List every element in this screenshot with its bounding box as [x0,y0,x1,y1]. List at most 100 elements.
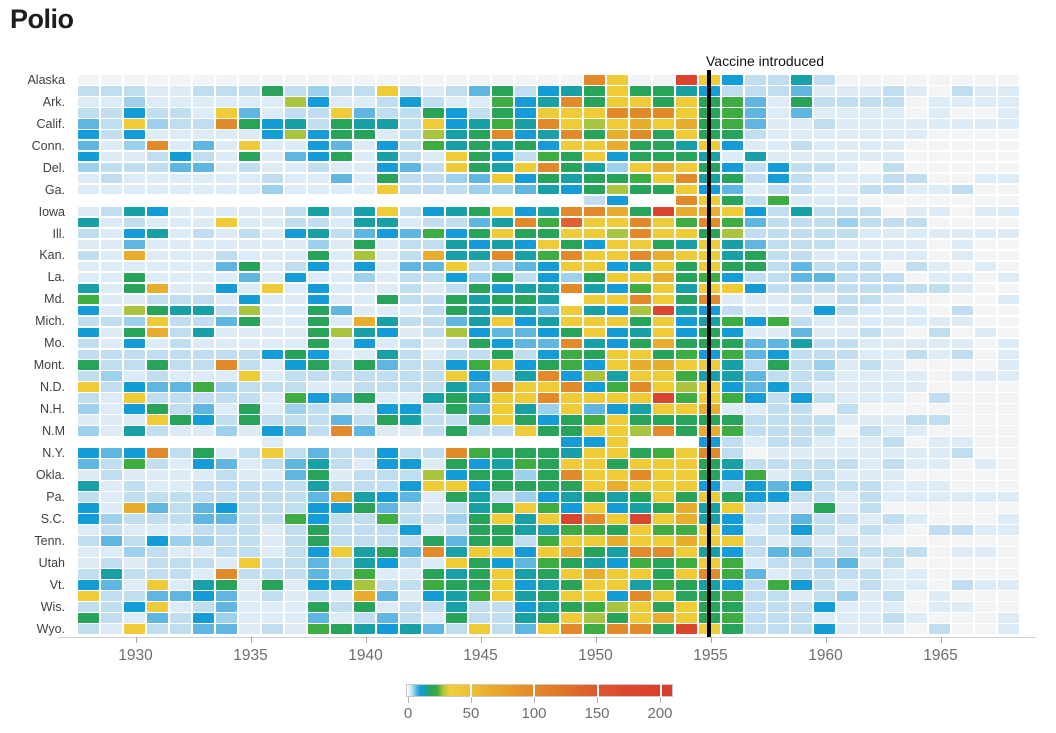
heatmap-cell[interactable] [676,470,697,480]
heatmap-cell[interactable] [331,525,352,535]
heatmap-cell[interactable] [538,580,559,590]
heatmap-cell[interactable] [78,536,99,546]
heatmap-cell[interactable] [998,272,1019,283]
heatmap-cell[interactable] [400,118,421,129]
heatmap-cell[interactable] [630,426,651,436]
heatmap-cell[interactable] [745,96,766,107]
heatmap-cell[interactable] [998,624,1019,634]
heatmap-cell[interactable] [423,107,444,118]
heatmap-cell[interactable] [814,239,835,250]
heatmap-cell[interactable] [377,239,398,250]
heatmap-cell[interactable] [676,195,697,206]
heatmap-cell[interactable] [722,327,743,338]
heatmap-cell[interactable] [676,591,697,601]
heatmap-cell[interactable] [952,118,973,129]
heatmap-cell[interactable] [791,558,812,568]
heatmap-cell[interactable] [377,129,398,140]
heatmap-cell[interactable] [561,272,582,283]
heatmap-cell[interactable] [722,415,743,425]
heatmap-cell[interactable] [239,448,260,458]
heatmap-cell[interactable] [676,327,697,338]
heatmap-cell[interactable] [124,239,145,250]
heatmap-cell[interactable] [216,349,237,360]
heatmap-cell[interactable] [745,316,766,327]
heatmap-cell[interactable] [676,371,697,382]
heatmap-cell[interactable] [354,514,375,524]
heatmap-cell[interactable] [515,96,536,107]
heatmap-cell[interactable] [216,415,237,425]
heatmap-cell[interactable] [515,250,536,261]
heatmap-cell[interactable] [929,470,950,480]
heatmap-cell[interactable] [262,481,283,491]
heatmap-cell[interactable] [147,316,168,327]
heatmap-cell[interactable] [929,448,950,458]
heatmap-cell[interactable] [124,602,145,612]
heatmap-cell[interactable] [193,448,214,458]
heatmap-cell[interactable] [331,162,352,173]
heatmap-cell[interactable] [262,327,283,338]
heatmap-cell[interactable] [308,129,329,140]
heatmap-cell[interactable] [883,569,904,579]
heatmap-cell[interactable] [446,338,467,349]
heatmap-cell[interactable] [584,481,605,491]
heatmap-cell[interactable] [745,272,766,283]
heatmap-cell[interactable] [975,349,996,360]
heatmap-cell[interactable] [791,96,812,107]
heatmap-cell[interactable] [124,371,145,382]
heatmap-cell[interactable] [561,393,582,403]
heatmap-cell[interactable] [906,272,927,283]
heatmap-cell[interactable] [975,96,996,107]
heatmap-cell[interactable] [929,250,950,261]
heatmap-cell[interactable] [423,96,444,107]
heatmap-cell[interactable] [929,272,950,283]
heatmap-cell[interactable] [469,129,490,140]
heatmap-cell[interactable] [124,613,145,623]
heatmap-cell[interactable] [354,503,375,513]
heatmap-cell[interactable] [745,481,766,491]
heatmap-cell[interactable] [584,536,605,546]
heatmap-cell[interactable] [929,624,950,634]
heatmap-cell[interactable] [515,217,536,228]
heatmap-cell[interactable] [768,272,789,283]
heatmap-cell[interactable] [722,514,743,524]
heatmap-cell[interactable] [147,129,168,140]
heatmap-cell[interactable] [883,349,904,360]
heatmap-cell[interactable] [768,591,789,601]
heatmap-cell[interactable] [262,162,283,173]
heatmap-cell[interactable] [193,140,214,151]
heatmap-cell[interactable] [538,294,559,305]
heatmap-cell[interactable] [170,613,191,623]
heatmap-cell[interactable] [147,294,168,305]
heatmap-cell[interactable] [561,602,582,612]
heatmap-cell[interactable] [331,360,352,371]
heatmap-cell[interactable] [423,382,444,393]
heatmap-cell[interactable] [285,613,306,623]
heatmap-cell[interactable] [469,206,490,217]
heatmap-cell[interactable] [584,151,605,162]
heatmap-cell[interactable] [952,492,973,502]
heatmap-cell[interactable] [837,283,858,294]
heatmap-cell[interactable] [354,173,375,184]
heatmap-cell[interactable] [423,129,444,140]
heatmap-cell[interactable] [837,382,858,393]
heatmap-cell[interactable] [101,349,122,360]
heatmap-cell[interactable] [722,85,743,96]
heatmap-cell[interactable] [78,151,99,162]
heatmap-cell[interactable] [952,536,973,546]
heatmap-cell[interactable] [722,75,743,85]
heatmap-cell[interactable] [124,228,145,239]
heatmap-cell[interactable] [607,393,628,403]
heatmap-cell[interactable] [492,602,513,612]
heatmap-cell[interactable] [952,294,973,305]
heatmap-cell[interactable] [929,547,950,557]
heatmap-cell[interactable] [262,239,283,250]
heatmap-cell[interactable] [78,393,99,403]
heatmap-cell[interactable] [814,547,835,557]
heatmap-cell[interactable] [262,624,283,634]
heatmap-cell[interactable] [745,217,766,228]
heatmap-cell[interactable] [860,536,881,546]
heatmap-cell[interactable] [722,173,743,184]
heatmap-cell[interactable] [331,228,352,239]
heatmap-cell[interactable] [101,107,122,118]
heatmap-cell[interactable] [423,547,444,557]
